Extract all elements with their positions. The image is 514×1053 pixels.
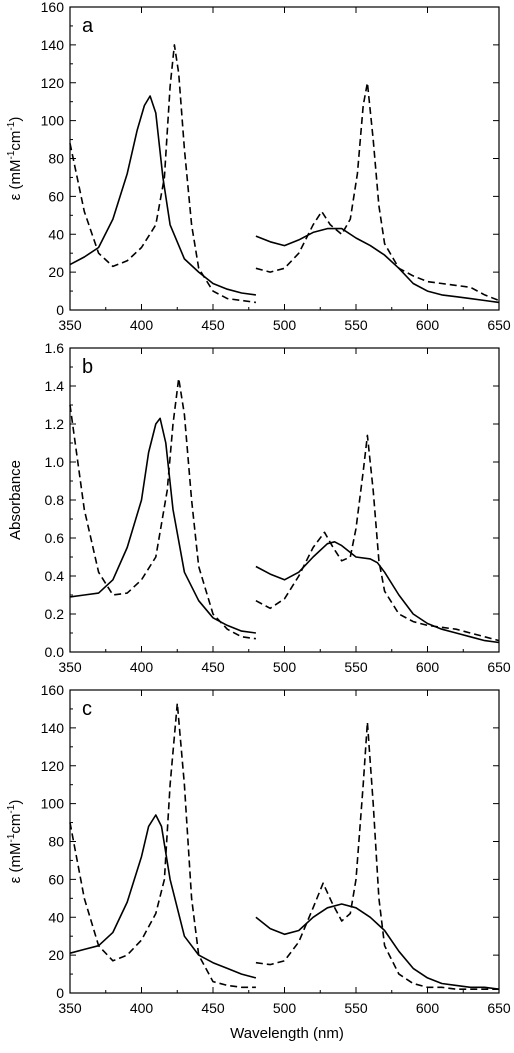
y-axis-title: Absorbance [7,460,24,540]
y-tick-label: 0.6 [45,530,65,546]
dashed-series-line [255,82,500,302]
x-tick-label: 650 [487,317,511,333]
x-tick-label: 450 [201,1000,225,1016]
x-tick-label: 350 [58,1000,82,1016]
dashed-series-line [69,44,257,304]
y-tick-label: 0 [56,302,64,318]
x-tick-label: 350 [58,317,82,333]
x-tick-label: 450 [201,317,225,333]
panel-label: b [82,356,93,378]
y-tick-label: 1.2 [45,416,65,432]
y-tick-label: 100 [41,113,65,129]
x-tick-label: 650 [487,659,511,675]
y-axis-title-part: cm [7,131,24,151]
y-tick-label: 40 [48,909,64,925]
x-tick-label: 600 [416,317,440,333]
y-tick-label: 140 [41,37,65,53]
x-tick-label: 500 [273,1000,297,1016]
solid-series-line [69,417,257,634]
y-tick-label: 1.0 [45,454,65,470]
solid-series-line [69,95,257,296]
y-tick-label: 140 [41,720,65,736]
plot-frame [69,347,500,653]
x-tick-label: 350 [58,659,82,675]
solid-series-line [255,227,500,304]
y-tick-label: 60 [48,871,64,887]
x-tick-label: 550 [344,659,368,675]
x-tick-label: 500 [273,659,297,675]
y-tick-label: 120 [41,758,65,774]
panel-label: a [82,15,94,37]
y-tick-label: 120 [41,75,65,91]
y-axis-title-superscript: -1 [6,150,17,159]
y-tick-label: 0.8 [45,492,65,508]
y-tick-label: 0.0 [45,644,65,660]
y-axis-title-part: ε (mM [7,842,24,883]
y-tick-label: 80 [48,151,64,167]
y-tick-label: 100 [41,796,65,812]
dashed-series-line [255,434,500,642]
panel-label: c [82,698,92,720]
y-tick-label: 160 [41,0,65,15]
y-tick-label: 0.2 [45,606,65,622]
y-axis-title-part: ) [7,117,24,122]
solid-series-line [69,814,257,979]
x-tick-label: 400 [130,659,154,675]
y-axis-title-superscript: -1 [6,121,17,130]
y-axis-title-part: ) [7,800,24,805]
x-tick-label: 400 [130,317,154,333]
y-axis-title-superscript: -1 [6,804,17,813]
y-axis-title-superscript: -1 [6,833,17,842]
y-axis-title: ε (mM-1cm-1) [6,117,24,201]
x-tick-label: 600 [416,659,440,675]
panel-a: 350 400 450 500 550 600 650 0 20 40 60 80 100 120 140 1… [6,0,511,333]
y-axis-title: ε (mM-1cm-1) [6,800,24,884]
x-tick-label: 450 [201,659,225,675]
solid-series-line [255,540,500,644]
y-axis-title-part: ε (mM [7,159,24,200]
y-tick-label: 160 [41,682,65,698]
y-axis-title-part: cm [7,814,24,834]
y-tick-label: 1.4 [45,378,65,394]
dashed-series-line [69,702,256,989]
y-tick-label: 60 [48,188,64,204]
y-tick-label: 20 [48,264,64,280]
plot-frame [69,6,500,311]
plot-frame [69,689,500,994]
y-tick-label: 0.4 [45,568,65,584]
panel-c: 350 400 450 500 550 600 650 0 20 40 60 80 100 120 140 1… [6,682,511,1016]
dashed-series-line [69,377,257,640]
x-tick-label: 500 [273,317,297,333]
x-tick-label: 600 [416,1000,440,1016]
dashed-series-line [255,721,499,991]
y-tick-label: 0 [56,985,64,1001]
x-axis-title: Wavelength (nm) [230,1025,344,1042]
y-tick-label: 40 [48,226,64,242]
x-tick-label: 550 [344,317,368,333]
y-tick-label: 80 [48,834,64,850]
y-axis-title-part: Absorbance [7,460,24,540]
x-tick-label: 550 [344,1000,368,1016]
panel-b: 350 400 450 500 550 600 650 0.0 0.2 0.4 0.6 0.8 1.0 1… [7,340,511,675]
x-tick-label: 650 [487,1000,511,1016]
solid-series-line [255,903,500,990]
y-tick-label: 1.6 [45,340,65,356]
y-tick-label: 20 [48,947,64,963]
x-tick-label: 400 [130,1000,154,1016]
